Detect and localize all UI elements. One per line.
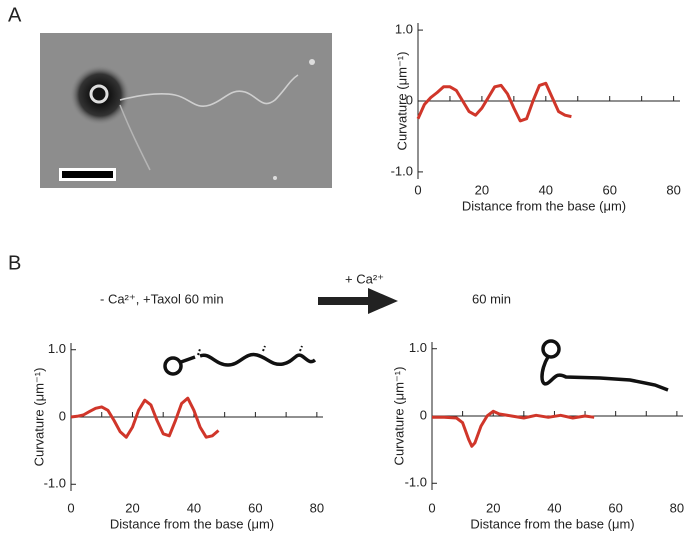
y-axis-label: Curvature (μm⁻¹) (31, 368, 46, 467)
x-tick-label: 80 (310, 500, 324, 515)
x-tick-label: 60 (248, 500, 262, 515)
x-tick-label: 60 (608, 500, 622, 515)
condition-label: - Ca²⁺, +Taxol 60 min (100, 291, 224, 306)
x-tick-label: 20 (486, 500, 500, 515)
x-axis-label: Distance from the base (μm) (462, 198, 626, 213)
micrograph (40, 33, 332, 188)
y-axis-label: Curvature (μm⁻¹) (391, 367, 406, 466)
y-tick-label: 0 (59, 408, 66, 423)
arrow (318, 288, 398, 314)
x-tick-label: 0 (414, 182, 421, 197)
y-tick-label: -1.0 (391, 163, 413, 178)
x-tick-label: 0 (428, 500, 435, 515)
data-line (432, 409, 595, 448)
x-tick-label: 0 (67, 500, 74, 515)
x-tick-label: 80 (670, 500, 684, 515)
condition-label: 60 min (472, 291, 511, 306)
x-tick-label: 40 (539, 182, 553, 197)
x-axis-label: Distance from the base (μm) (470, 516, 634, 531)
y-tick-label: 0 (406, 92, 413, 107)
x-tick-label: 20 (475, 182, 489, 197)
y-axis-label: Curvature (μm⁻¹) (394, 52, 409, 151)
data-line (416, 81, 572, 123)
x-tick-label: 20 (125, 500, 139, 515)
y-tick-label: 0 (420, 407, 427, 422)
panel-label: A (8, 4, 22, 26)
panel-label: B (8, 252, 21, 274)
y-tick-label: 1.0 (409, 340, 427, 355)
x-tick-label: 60 (602, 182, 616, 197)
x-tick-label: 40 (547, 500, 561, 515)
data-line (70, 396, 220, 439)
y-tick-label: 1.0 (48, 341, 66, 356)
x-tick-label: 40 (187, 500, 201, 515)
treatment-label: + Ca²⁺ (345, 271, 384, 286)
x-axis-label: Distance from the base (μm) (110, 516, 274, 531)
y-tick-label: 1.0 (395, 22, 413, 37)
x-tick-label: 80 (666, 182, 680, 197)
y-tick-label: -1.0 (405, 475, 427, 490)
flagellum-sketch (163, 345, 317, 376)
y-tick-label: -1.0 (44, 476, 66, 491)
flagellum-sketch (540, 339, 669, 392)
